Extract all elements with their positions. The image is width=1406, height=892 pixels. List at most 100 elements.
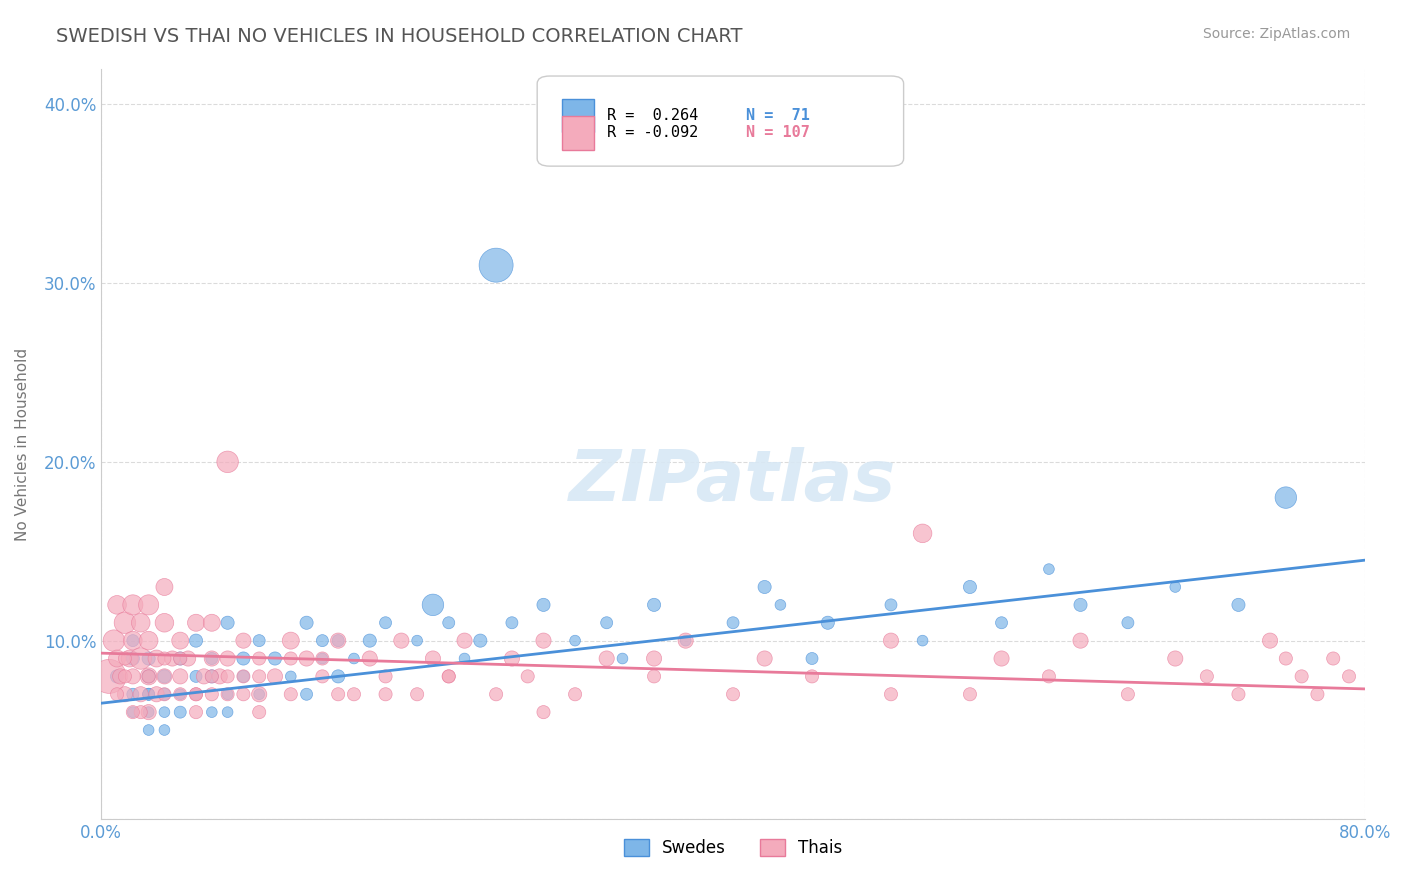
Point [232,687,254,701]
Point [485,258,508,272]
Text: N =  71: N = 71 [745,108,810,122]
Point [769,598,792,612]
Text: SWEDISH VS THAI NO VEHICLES IN HOUSEHOLD CORRELATION CHART: SWEDISH VS THAI NO VEHICLES IN HOUSEHOLD… [56,27,742,45]
Point [328,633,350,648]
Point [145,651,167,665]
Point [129,687,152,701]
Point [1227,687,1250,701]
Point [328,687,350,701]
Point [247,687,270,701]
Point [121,669,143,683]
Point [184,669,207,683]
Point [990,615,1012,630]
Point [374,669,396,683]
Point [162,651,184,665]
Point [595,651,617,665]
Point [153,669,176,683]
Point [129,705,152,719]
Point [138,669,160,683]
Point [1116,615,1139,630]
Point [217,687,239,701]
Point [485,687,508,701]
Point [232,669,254,683]
Legend: Swedes, Thais: Swedes, Thais [617,832,849,863]
Point [169,651,191,665]
Point [880,598,903,612]
FancyBboxPatch shape [562,98,595,132]
Point [264,651,287,665]
Point [103,633,125,648]
Point [201,669,224,683]
Point [721,687,744,701]
Point [564,633,586,648]
Point [1038,562,1060,576]
Point [343,651,366,665]
Point [129,615,152,630]
Point [217,455,239,469]
Point [280,651,302,665]
Point [911,633,934,648]
Point [437,615,460,630]
Point [169,687,191,701]
Point [801,651,824,665]
Point [201,615,224,630]
Point [374,615,396,630]
Point [1069,633,1091,648]
Point [311,651,333,665]
Point [138,651,160,665]
Point [138,633,160,648]
Point [121,633,143,648]
Point [153,580,176,594]
Point [184,687,207,701]
Point [138,669,160,683]
Text: N = 107: N = 107 [745,125,810,140]
Point [990,651,1012,665]
Point [311,633,333,648]
Point [311,669,333,683]
Point [169,633,191,648]
Point [247,633,270,648]
Point [114,651,136,665]
Point [118,651,141,665]
Point [1306,687,1329,701]
Point [153,651,176,665]
Point [564,687,586,701]
Point [201,687,224,701]
Point [374,687,396,701]
Point [533,598,555,612]
Point [184,687,207,701]
Point [247,705,270,719]
Point [280,669,302,683]
Point [138,669,160,683]
Point [247,651,270,665]
Point [643,651,665,665]
Point [201,651,224,665]
Point [389,633,412,648]
Point [295,615,318,630]
Point [114,615,136,630]
Point [169,705,191,719]
Point [721,615,744,630]
Point [422,651,444,665]
Point [754,580,776,594]
Point [533,705,555,719]
Point [437,669,460,683]
Point [138,598,160,612]
Point [201,669,224,683]
Point [232,651,254,665]
Point [247,669,270,683]
Point [1164,651,1187,665]
Point [138,705,160,719]
Point [105,687,128,701]
Point [1069,598,1091,612]
Point [643,598,665,612]
Point [145,687,167,701]
Text: ZIPatlas: ZIPatlas [569,447,897,516]
Point [153,687,176,701]
Point [201,651,224,665]
Point [114,687,136,701]
Point [138,723,160,737]
Point [817,615,839,630]
Y-axis label: No Vehicles in Household: No Vehicles in Household [15,347,30,541]
Point [108,669,131,683]
